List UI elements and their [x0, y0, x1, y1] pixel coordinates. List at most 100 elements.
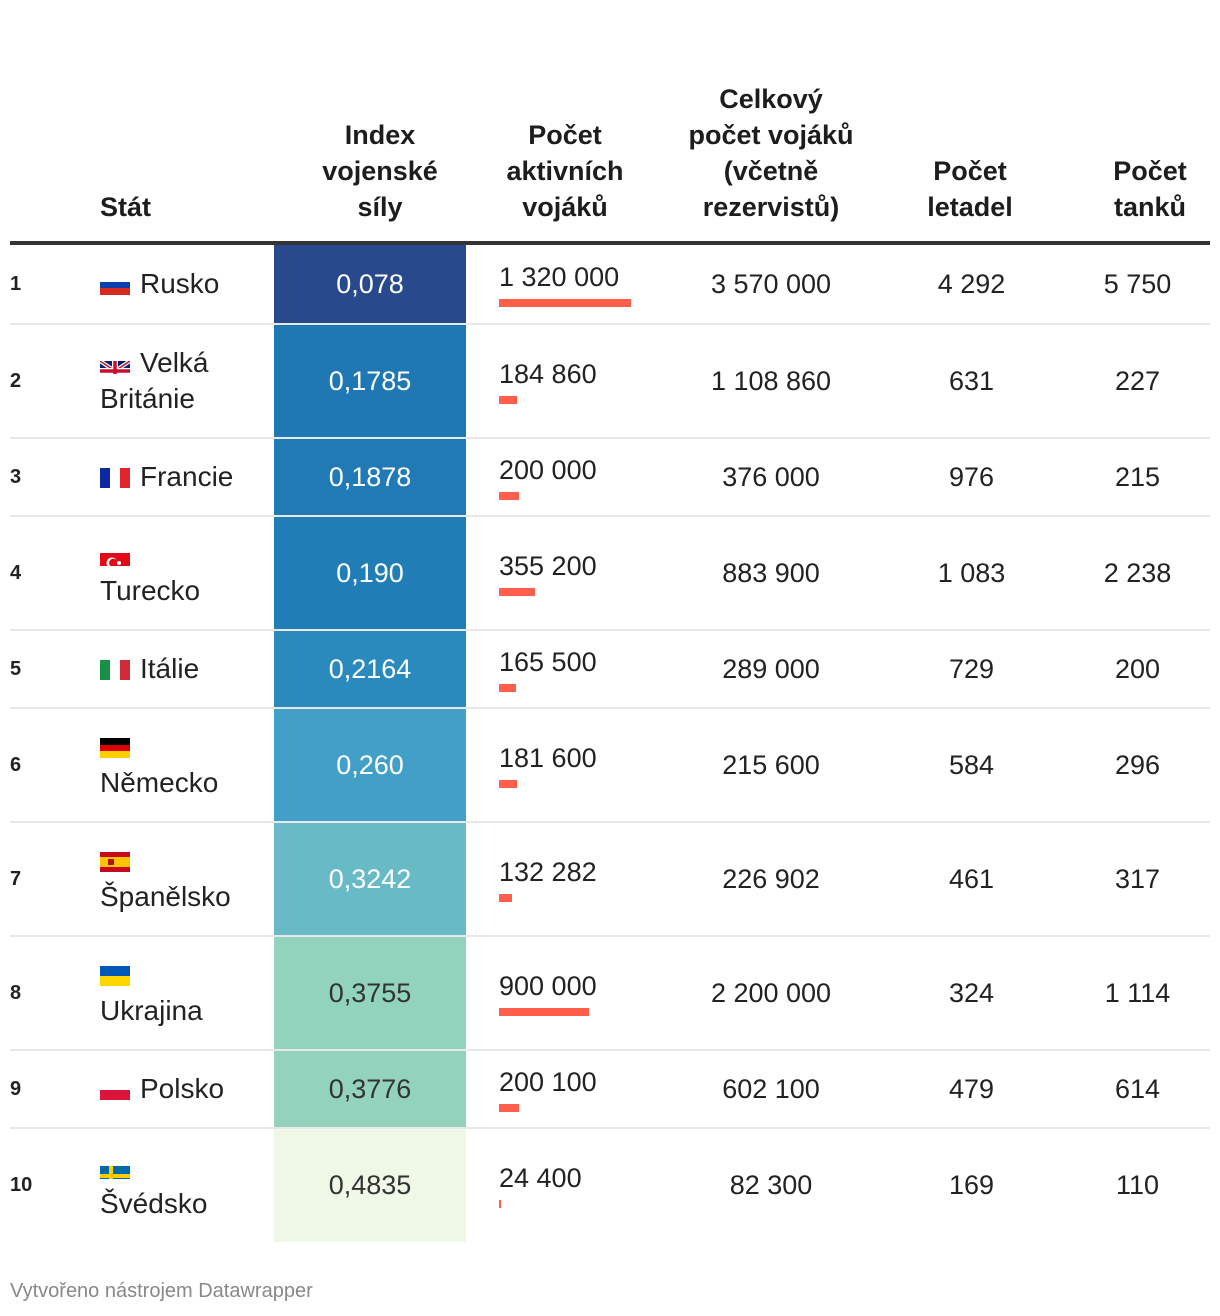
- header-total[interactable]: Celkový počet vojáků (včetně rezervistů): [688, 84, 854, 222]
- planes-cell: 631: [878, 325, 1065, 437]
- rank-cell: 6: [10, 709, 90, 821]
- planes-cell: 324: [878, 937, 1065, 1049]
- rank-value: 7: [10, 867, 22, 890]
- active-cell: 200 100: [466, 1051, 664, 1127]
- tanks-value: 227: [1114, 365, 1161, 396]
- header-country[interactable]: Stát: [100, 192, 152, 222]
- active-cell: 1 320 000: [466, 245, 664, 323]
- index-value: 0,4835: [328, 1170, 412, 1200]
- total-value: 2 200 000: [710, 977, 832, 1008]
- planes-value: 479: [948, 1073, 995, 1104]
- country-name: Polsko: [140, 1073, 225, 1104]
- active-value: 200 100: [499, 1066, 597, 1097]
- rank-cell: 4: [10, 517, 90, 629]
- planes-cell: 4 292: [878, 245, 1065, 323]
- tanks-value: 2 238: [1103, 557, 1172, 588]
- index-value: 0,260: [336, 749, 404, 780]
- total-value: 226 902: [722, 863, 820, 894]
- italy-flag-icon: [100, 660, 130, 680]
- tanks-cell: 110: [1065, 1129, 1210, 1242]
- header-index[interactable]: Index vojenské síly: [322, 120, 438, 222]
- rank-value: 3: [10, 465, 22, 488]
- country-cell: Francie: [100, 439, 284, 515]
- active-cell: 900 000: [466, 937, 664, 1049]
- rank-cell: 8: [10, 937, 90, 1049]
- active-cell: 132 282: [466, 823, 664, 935]
- tanks-cell: 215: [1065, 439, 1210, 515]
- index-cell: 0,1785: [274, 325, 466, 437]
- rank-cell: 5: [10, 631, 90, 707]
- planes-cell: 584: [878, 709, 1065, 821]
- total-value: 82 300: [729, 1170, 813, 1200]
- tanks-cell: 227: [1065, 325, 1210, 437]
- table-row: 3 Francie 0,1878 200 000 376 000 976 215: [10, 439, 1210, 517]
- tanks-value: 110: [1115, 1170, 1160, 1200]
- tanks-value: 215: [1114, 461, 1161, 492]
- index-value: 0,3242: [328, 863, 412, 894]
- planes-cell: 169: [878, 1129, 1065, 1242]
- table-row: 6 Německo 0,260 181 600 215 600 584 296: [10, 709, 1210, 823]
- table-row: 10 Švédsko 0,4835 24 400 82 300 169 110: [10, 1129, 1210, 1242]
- index-value: 0,1785: [328, 365, 412, 396]
- planes-value: 169: [948, 1170, 995, 1200]
- country-cell: Turecko: [100, 517, 284, 629]
- index-cell: 0,3755: [274, 937, 466, 1049]
- index-cell: 0,260: [274, 709, 466, 821]
- uk-flag-icon: [100, 354, 130, 374]
- ukraine-flag-icon: [100, 966, 130, 986]
- planes-value: 976: [948, 461, 995, 492]
- rank-value: 10: [10, 1174, 33, 1196]
- total-cell: 226 902: [664, 823, 878, 935]
- rank-value: 4: [10, 561, 22, 584]
- table-row: 8 Ukrajina 0,3755 900 000 2 200 000 324 …: [10, 937, 1210, 1051]
- table-row: 7 Španělsko 0,3242 132 282 226 902 461 3…: [10, 823, 1210, 937]
- tanks-cell: 296: [1065, 709, 1210, 821]
- total-value: 1 108 860: [710, 365, 832, 396]
- total-cell: 376 000: [664, 439, 878, 515]
- country-cell: Polsko: [100, 1051, 284, 1127]
- tanks-value: 200: [1114, 653, 1161, 684]
- country-cell: Itálie: [100, 631, 284, 707]
- table-row: 1 Rusko 0,078 1 320 000 3 570 000 4 292 …: [10, 245, 1210, 325]
- header-active[interactable]: Počet aktivních vojáků: [506, 120, 624, 222]
- index-cell: 0,3242: [274, 823, 466, 935]
- index-cell: 0,2164: [274, 631, 466, 707]
- index-value: 0,3755: [328, 977, 412, 1008]
- total-value: 215 600: [722, 749, 820, 780]
- active-value: 355 200: [499, 550, 597, 581]
- active-bar: [499, 298, 631, 307]
- active-bar: [499, 1007, 589, 1016]
- total-cell: 215 600: [664, 709, 878, 821]
- military-table: Stát Index vojenské síly Počet aktivních…: [10, 0, 1210, 1242]
- active-cell: 181 600: [466, 709, 664, 821]
- country-name: Francie: [140, 461, 234, 492]
- rank-cell: 9: [10, 1051, 90, 1127]
- active-bar: [499, 587, 535, 596]
- total-value: 883 900: [722, 557, 820, 588]
- credit-footer[interactable]: Vytvořeno nástrojem Datawrapper: [10, 1280, 313, 1302]
- table-row: 2 Velká Británie 0,1785 184 860 1 108 86…: [10, 325, 1210, 439]
- country-name: Španělsko: [100, 881, 231, 912]
- total-cell: 2 200 000: [664, 937, 878, 1049]
- header-tanks[interactable]: Počet tanků: [1113, 156, 1187, 222]
- rank-value: 9: [10, 1077, 22, 1100]
- tanks-value: 5 750: [1103, 268, 1172, 299]
- planes-cell: 1 083: [878, 517, 1065, 629]
- tanks-cell: 2 238: [1065, 517, 1210, 629]
- active-value: 900 000: [499, 970, 597, 1001]
- header-planes[interactable]: Počet letadel: [927, 156, 1013, 222]
- rank-value: 1: [10, 272, 22, 295]
- rank-value: 2: [10, 369, 22, 392]
- rank-value: 5: [10, 657, 22, 680]
- index-value: 0,2164: [328, 653, 412, 684]
- france-flag-icon: [100, 468, 130, 488]
- tanks-cell: 5 750: [1065, 245, 1210, 323]
- tanks-value: 296: [1114, 749, 1161, 780]
- tanks-value: 614: [1114, 1073, 1161, 1104]
- planes-value: 584: [948, 749, 995, 780]
- planes-value: 631: [948, 365, 995, 396]
- total-cell: 602 100: [664, 1051, 878, 1127]
- country-cell: Španělsko: [100, 823, 284, 935]
- total-cell: 1 108 860: [664, 325, 878, 437]
- russia-flag-icon: [100, 275, 130, 295]
